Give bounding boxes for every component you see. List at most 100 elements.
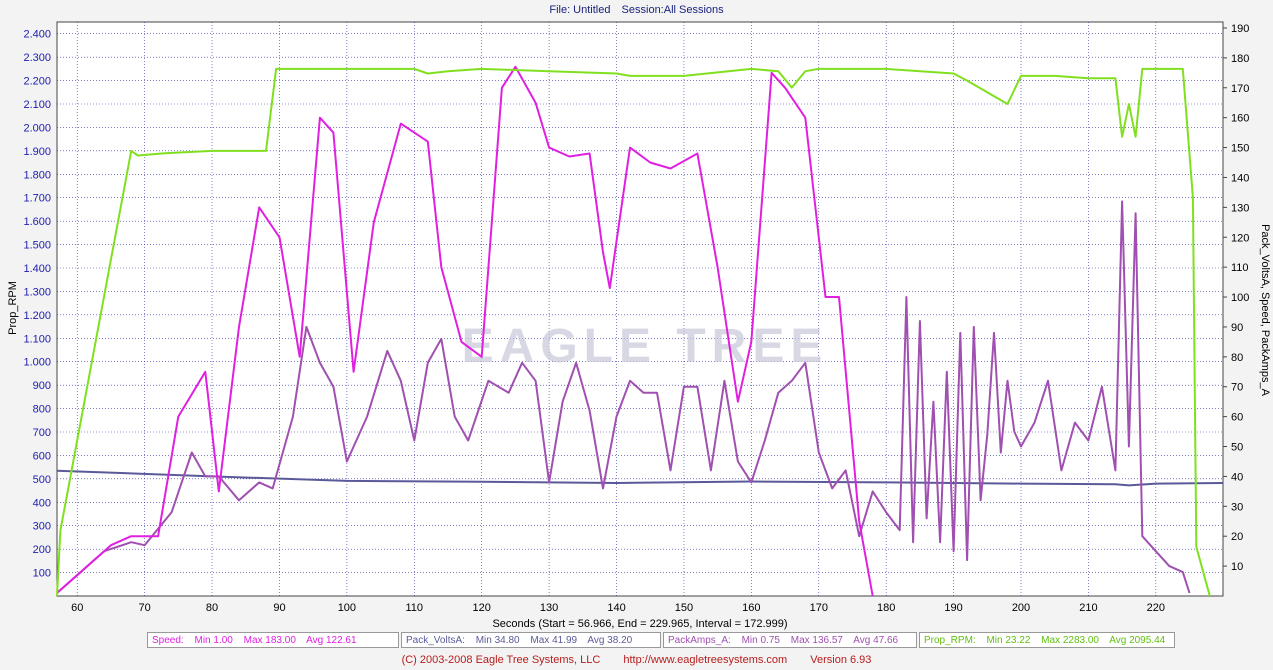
legend-amps: PackAmps_A: Min 0.75 Max 136.57 Avg 47.6… [663,632,917,648]
y-left-tick-label: 2.400 [23,29,51,41]
y-left-tick-label: 300 [33,521,51,533]
y-left-tick-label: 2.200 [23,76,51,88]
plot-background [56,21,1224,597]
y-right-tick-label: 60 [1231,412,1243,424]
legend-amps-max: Max 136.57 [790,635,843,646]
y-left-tick-label: 1.600 [23,216,51,228]
x-tick-label: 130 [540,602,558,614]
y-left-tick-label: 1.700 [23,193,51,205]
y-right-tick-label: 40 [1231,471,1243,483]
x-tick-label: 170 [810,602,828,614]
x-tick-label: 120 [473,602,491,614]
y-left-tick-label: 400 [33,497,51,509]
y-axis-left-label: Prop_RPM [7,281,19,335]
legend-volts: Pack_VoltsA: Min 34.80 Max 41.99 Avg 38.… [401,632,661,648]
y-left-tick-label: 2.100 [23,99,51,111]
y-left-tick-label: 900 [33,380,51,392]
x-tick-label: 100 [338,602,356,614]
x-tick-label: 60 [71,602,83,614]
legend-amps-avg: Avg 47.66 [853,635,899,646]
y-right-tick-label: 70 [1231,382,1243,394]
chart-area: EAGLE TREE 60 70 80 90 100 110 120 130 140 150 160… [7,21,1271,630]
version-text: Version 6.93 [810,654,872,666]
legend-amps-min: Min 0.75 [741,635,780,646]
legend-speed-min: Min 1.00 [194,635,233,646]
legend-rpm-avg: Avg 2095.44 [1109,635,1166,646]
y-left-tick-label: 100 [33,568,51,580]
y-left-tick-label: 1.300 [23,286,51,298]
y-right-tick-label: 150 [1231,143,1249,155]
x-tick-label: 220 [1147,602,1165,614]
x-tick-label: 160 [742,602,760,614]
y-left-tick-label: 1.500 [23,240,51,252]
axis-labels: 60 70 80 90 100 110 120 130 140 150 160 170 180 190 20… [23,23,1249,614]
y-left-tick-label: 2.000 [23,122,51,134]
legend-amps-name: PackAmps_A: [668,635,731,646]
y-left-tick-label: 200 [33,544,51,556]
series-line-speed [56,65,874,597]
y-left-tick-label: 800 [33,404,51,416]
legend-volts-name: Pack_VoltsA: [406,635,465,646]
y-left-tick-label: 1.000 [23,357,51,369]
legend-speed-avg: Avg 122.61 [306,635,357,646]
legend-speed-max: Max 183.00 [243,635,296,646]
y-right-tick-label: 30 [1231,501,1243,513]
legend-speed-name: Speed: [152,635,184,646]
file-label: File: Untitled [549,4,611,16]
legend-volts-max: Max 41.99 [530,635,578,646]
session-label: Session:All Sessions [621,4,724,16]
y-left-tick-label: 600 [33,450,51,462]
y-right-tick-label: 80 [1231,352,1243,364]
y-right-tick-label: 190 [1231,23,1249,35]
y-right-tick-label: 90 [1231,322,1243,334]
y-left-tick-label: 1.800 [23,169,51,181]
series-lines [56,65,1224,597]
x-tick-label: 140 [607,602,625,614]
series-line-pack-voltsa [56,469,1224,487]
y-right-tick-label: 100 [1231,292,1249,304]
y-right-tick-label: 130 [1231,202,1249,214]
x-tick-label: 70 [139,602,151,614]
y-right-tick-label: 110 [1231,262,1249,274]
y-right-tick-label: 180 [1231,53,1249,65]
y-right-tick-label: 20 [1231,531,1243,543]
x-tick-label: 200 [1012,602,1030,614]
x-tick-label: 90 [273,602,285,614]
y-left-tick-label: 1.200 [23,310,51,322]
legend-rpm-name: Prop_RPM: [924,635,976,646]
legend-rpm: Prop_RPM: Min 23.22 Max 2283.00 Avg 2095… [919,632,1175,648]
x-tick-label: 150 [675,602,693,614]
y-right-tick-label: 50 [1231,442,1243,454]
x-tick-label: 80 [206,602,218,614]
legend-rpm-max: Max 2283.00 [1041,635,1099,646]
eagle-tree-watermark: EAGLE TREE [462,320,829,373]
x-axis-label: Seconds (Start = 56.966, End = 229.965, … [492,618,787,630]
y-right-tick-label: 160 [1231,113,1249,125]
y-left-tick-label: 1.900 [23,146,51,158]
y-right-tick-label: 140 [1231,172,1249,184]
y-axis-right-label: Pack_VoltsA, Speed, PackAmps_A [1259,224,1271,396]
copyright-text: (C) 2003-2008 Eagle Tree Systems, LLC [401,654,601,666]
y-right-tick-label: 170 [1231,83,1249,95]
y-left-tick-label: 1.100 [23,333,51,345]
x-tick-label: 180 [877,602,895,614]
series-line-packamps-a [56,200,1191,594]
y-right-tick-label: 10 [1231,561,1243,573]
legend-volts-avg: Avg 38.20 [587,635,633,646]
y-right-tick-label: 120 [1231,232,1249,244]
y-left-tick-label: 1.400 [23,263,51,275]
grid [57,22,1223,596]
x-tick-label: 210 [1079,602,1097,614]
y-left-tick-label: 2.300 [23,52,51,64]
x-tick-label: 190 [944,602,962,614]
legend-volts-min: Min 34.80 [475,635,520,646]
y-left-tick-label: 500 [33,474,51,486]
x-tick-label: 110 [406,602,424,614]
footer: (C) 2003-2008 Eagle Tree Systems, LLC ht… [0,654,1273,666]
legend-speed: Speed: Min 1.00 Max 183.00 Avg 122.61 [147,632,399,648]
series-line-prop-rpm [56,67,1211,597]
legend-rpm-min: Min 23.22 [986,635,1031,646]
y-left-tick-label: 700 [33,427,51,439]
title-bar: File: Untitled Session:All Sessions [0,0,1273,20]
website-link[interactable]: http://www.eagletreesystems.com [623,654,788,666]
